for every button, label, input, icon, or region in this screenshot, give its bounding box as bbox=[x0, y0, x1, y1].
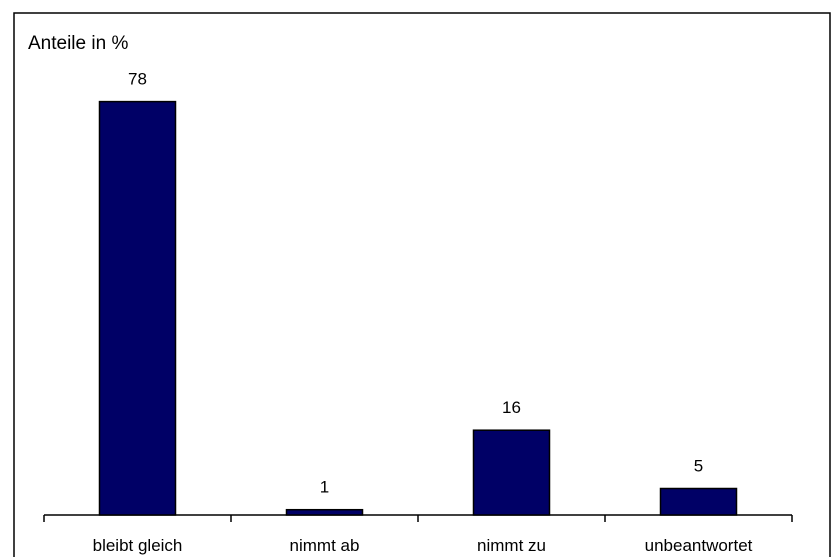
bar bbox=[472, 429, 551, 516]
data-label: 78 bbox=[128, 70, 147, 89]
x-tick-label: nimmt zu bbox=[477, 536, 546, 555]
bar bbox=[659, 487, 738, 516]
x-axis-tick-labels: bleibt gleich nimmt ab nimmt zu unbeantwort… bbox=[93, 536, 753, 555]
data-labels: 78 1 16 5 bbox=[128, 70, 703, 497]
bars bbox=[98, 100, 738, 516]
plot-area-frame bbox=[13, 12, 831, 557]
y-axis-unit-label: Anteile in % bbox=[28, 33, 128, 54]
x-tick-label: bleibt gleich bbox=[93, 536, 183, 555]
bar bbox=[98, 100, 177, 516]
x-tick-label: nimmt ab bbox=[290, 536, 360, 555]
bar bbox=[285, 508, 364, 516]
data-label: 16 bbox=[502, 398, 521, 417]
x-tick-label: unbeantwortet bbox=[645, 536, 753, 555]
x-axis-ticks bbox=[43, 515, 793, 522]
data-label: 5 bbox=[694, 457, 703, 476]
data-label: 1 bbox=[320, 478, 329, 497]
